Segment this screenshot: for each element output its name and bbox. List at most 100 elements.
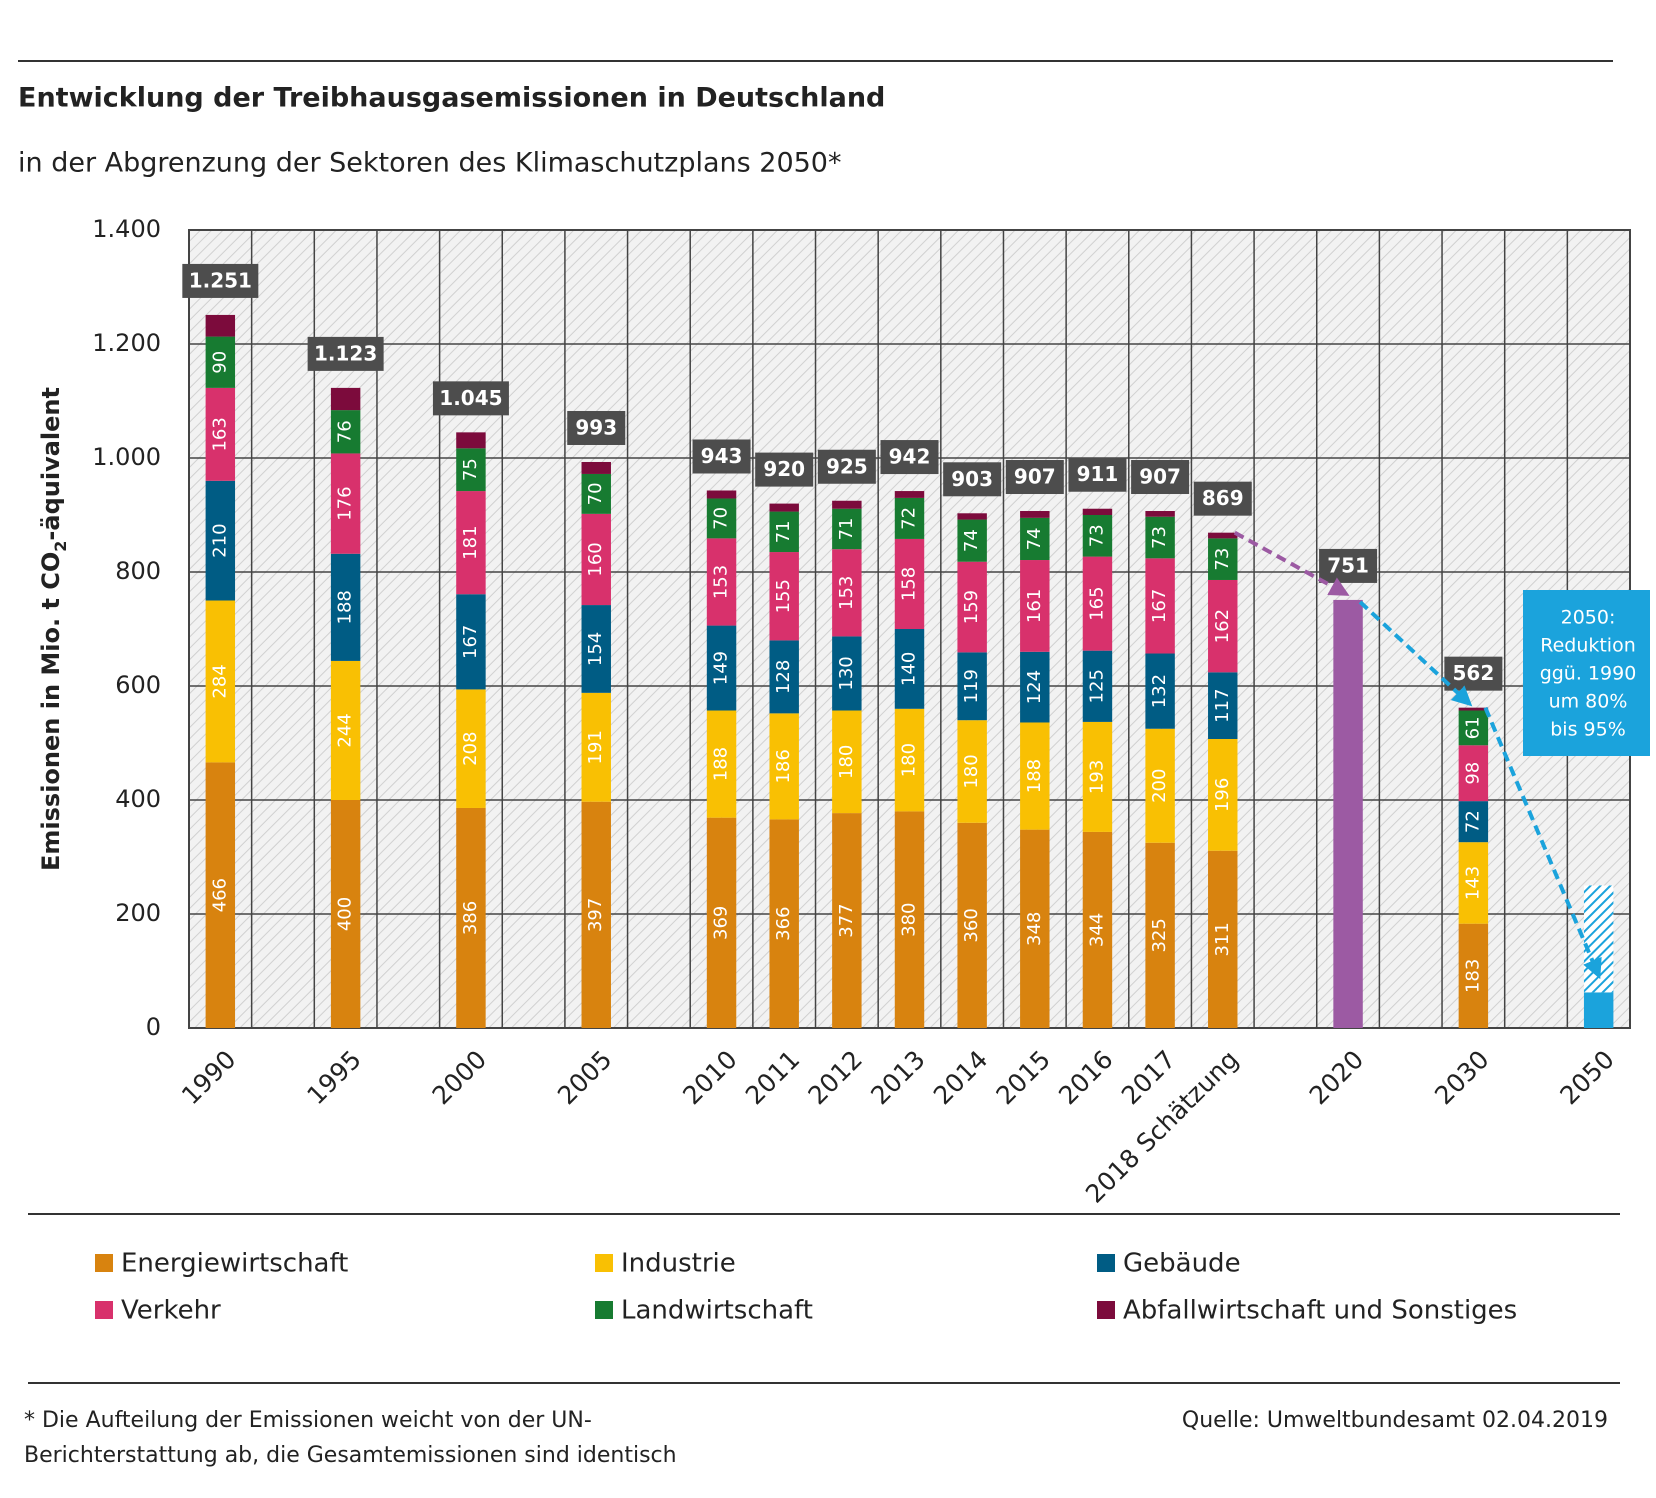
total-label-box: [432, 381, 509, 416]
bar-segment: [1208, 850, 1238, 1028]
bar-segment: [832, 500, 862, 509]
total-label-box: [1444, 656, 1503, 691]
bar-segment: [957, 652, 987, 721]
total-label-box: [755, 452, 814, 487]
bar-segment: [1458, 707, 1489, 711]
x-tick-label: 2013: [865, 1045, 930, 1110]
segment-label: 180: [899, 743, 920, 777]
legend-label: Gebäude: [1123, 1249, 1241, 1279]
trend-arrow: [1233, 530, 1350, 596]
segment-label: 191: [585, 730, 606, 764]
bar-segment: [1082, 650, 1113, 722]
segment-label: 380: [899, 903, 920, 937]
bar-segment: [1082, 556, 1113, 651]
bar-segment: [1082, 515, 1113, 557]
segment-label: 196: [1212, 778, 1233, 812]
total-label: 751: [1327, 553, 1369, 577]
segment-label: 360: [961, 908, 982, 942]
segment-label: 70: [711, 507, 732, 530]
chart-subtitle: in der Abgrenzung der Sektoren des Klima…: [18, 148, 841, 179]
legend-swatch: [95, 1301, 113, 1319]
bar-segment: [581, 605, 611, 693]
bar-segment: [205, 600, 236, 763]
total-label: 920: [763, 457, 805, 481]
bar-segment: [706, 498, 737, 539]
segment-label: 183: [1462, 959, 1483, 993]
segment-label: 163: [209, 417, 230, 451]
y-tick-label: 1.400: [92, 215, 161, 243]
y-axis-label: Emissionen in Mio. t CO2-äquivalent: [37, 387, 70, 871]
total-label-box: [880, 440, 939, 475]
bar-segment: [1020, 722, 1050, 830]
segment-label: 73: [1149, 526, 1170, 549]
bar-segment: [330, 410, 361, 454]
segment-label: 73: [1212, 548, 1233, 571]
total-label-box: [182, 263, 259, 298]
bar-segment: [456, 807, 486, 1028]
x-tick-label: 2030: [1429, 1045, 1494, 1110]
annotation-text: ggü. 1990: [1540, 663, 1637, 685]
legend-label: Industrie: [621, 1249, 736, 1279]
bar-segment: [832, 549, 862, 637]
segment-label: 161: [1024, 589, 1045, 623]
bar-segment: [1020, 651, 1050, 723]
bar-segment: [832, 508, 862, 550]
total-label-box: [307, 336, 384, 371]
total-label: 942: [889, 445, 931, 469]
bar-segment: [456, 689, 486, 808]
bar-segment: [330, 387, 361, 411]
segment-label: 466: [209, 878, 230, 912]
segment-label: 377: [836, 903, 857, 937]
total-label-box: [1131, 460, 1190, 495]
segment-label: 162: [1212, 609, 1233, 643]
bar-segment: [769, 713, 799, 820]
segment-label: 130: [836, 656, 857, 690]
segment-label: 176: [335, 486, 356, 520]
y-tick-label: 0: [146, 1013, 161, 1041]
bar-segment: [894, 491, 925, 498]
legend-label: Energiewirtschaft: [121, 1249, 348, 1279]
total-label: 993: [575, 415, 617, 439]
bar-segment: [205, 387, 236, 481]
x-tick-label: 2005: [552, 1045, 617, 1110]
total-label: 562: [1452, 661, 1494, 685]
total-label-box: [943, 462, 1002, 497]
segment-label: 132: [1149, 674, 1170, 708]
bar-segment: [1082, 831, 1113, 1028]
x-tick-label: 1995: [301, 1045, 366, 1110]
bar-segment: [894, 811, 925, 1028]
legend-swatch: [595, 1254, 613, 1272]
bar-segment: [1458, 801, 1489, 843]
bar-segment: [581, 692, 611, 802]
y-tick-label: 200: [115, 899, 161, 927]
bar-segment: [330, 553, 361, 661]
y-tick-label: 1.000: [92, 443, 161, 471]
legend-swatch: [1097, 1301, 1115, 1319]
segment-label: 73: [1086, 524, 1107, 547]
bar-segment: [832, 710, 862, 814]
bar-segment: [330, 453, 361, 554]
bar-segment: [1145, 842, 1175, 1028]
bar-segment: [1145, 516, 1175, 559]
bar-segment: [769, 819, 799, 1028]
segment-label: 180: [836, 745, 857, 779]
segment-label: 74: [961, 529, 982, 552]
bar-segment: [769, 552, 799, 641]
segment-label: 72: [899, 507, 920, 530]
trend-arrow: [1358, 600, 1473, 707]
bar-segment: [1020, 560, 1050, 652]
bar-segment: [957, 720, 987, 823]
bar-segment: [205, 762, 236, 1028]
bar-segment: [1208, 538, 1238, 580]
total-label-box: [692, 439, 751, 474]
bar-segment: [894, 538, 925, 629]
bar-segment: [769, 511, 799, 553]
goal-bar: [1333, 599, 1363, 1028]
bar-segment: [456, 448, 486, 492]
segment-label: 125: [1086, 669, 1107, 703]
x-tick-label: 2012: [803, 1045, 868, 1110]
bar-segment: [894, 497, 925, 539]
segment-label: 344: [1086, 913, 1107, 947]
annotation-text: um 80%: [1549, 691, 1628, 713]
chart-title: Entwicklung der Treibhausgasemissionen i…: [18, 83, 885, 114]
